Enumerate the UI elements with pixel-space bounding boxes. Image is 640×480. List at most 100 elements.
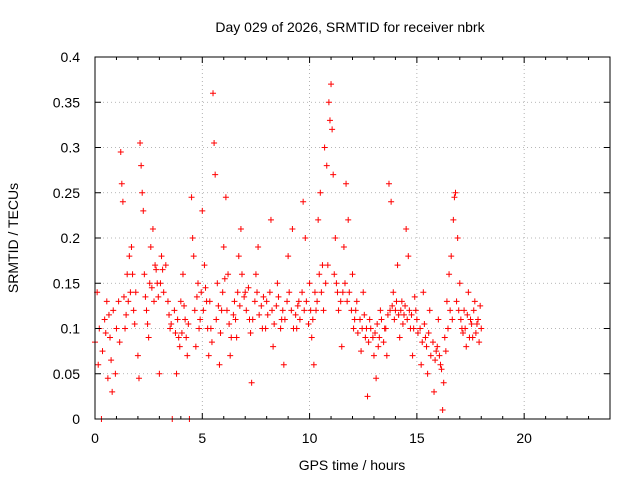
data-point: [117, 149, 124, 156]
data-point: [435, 316, 442, 323]
plot-frame: [94, 56, 611, 420]
data-point: [463, 343, 470, 350]
data-point: [107, 334, 114, 341]
data-point: [471, 298, 478, 305]
data-point: [281, 316, 288, 323]
data-point: [157, 280, 164, 287]
data-point: [333, 280, 340, 287]
data-point: [316, 271, 323, 278]
x-tick-label: 20: [516, 430, 532, 446]
data-point: [200, 307, 207, 314]
data-point: [326, 117, 333, 124]
data-point: [466, 334, 473, 341]
data-point: [408, 311, 415, 318]
data-point: [188, 194, 195, 201]
data-point: [334, 289, 341, 296]
data-point: [309, 316, 316, 323]
data-point: [292, 311, 299, 318]
data-point: [175, 334, 182, 341]
data-point: [360, 289, 367, 296]
data-point: [266, 289, 273, 296]
data-point: [446, 271, 453, 278]
data-point: [271, 320, 278, 327]
chart-title: Day 029 of 2026, SRMTID for receiver nbr…: [215, 19, 485, 35]
x-tick-label: 10: [302, 430, 318, 446]
data-point: [151, 298, 158, 305]
data-point: [388, 198, 395, 205]
data-point: [393, 298, 400, 305]
data-point: [427, 352, 434, 359]
data-point: [337, 298, 344, 305]
data-point: [183, 334, 190, 341]
data-point: [174, 316, 181, 323]
data-point: [345, 216, 352, 223]
data-point: [421, 320, 428, 327]
data-point: [155, 293, 162, 300]
data-point: [252, 271, 259, 278]
data-point: [372, 330, 379, 337]
data-point: [198, 289, 205, 296]
data-point: [221, 275, 228, 282]
data-point: [230, 311, 237, 318]
data-point: [205, 352, 212, 359]
data-point: [369, 334, 376, 341]
data-point: [146, 280, 153, 287]
data-point: [375, 343, 382, 350]
data-point: [159, 266, 166, 273]
data-point: [383, 352, 390, 359]
data-point: [168, 320, 175, 327]
data-point: [419, 339, 426, 346]
data-point: [182, 316, 189, 323]
data-point: [131, 320, 138, 327]
data-point: [403, 225, 410, 232]
data-point: [211, 139, 218, 146]
data-point: [156, 370, 163, 377]
y-tick-label: 0.35: [53, 94, 80, 110]
data-point: [453, 298, 460, 305]
data-point: [325, 99, 332, 106]
data-point: [173, 370, 180, 377]
data-point: [438, 366, 445, 373]
data-point: [126, 253, 133, 260]
y-tick-label: 0: [72, 411, 80, 427]
data-point: [134, 352, 141, 359]
data-point: [413, 316, 420, 323]
data-point: [232, 316, 239, 323]
data-point: [217, 330, 224, 337]
data-point: [104, 375, 111, 382]
data-point: [387, 307, 394, 314]
data-point: [215, 302, 222, 309]
data-point: [119, 198, 126, 205]
data-point: [226, 320, 233, 327]
data-point: [288, 307, 295, 314]
data-point: [465, 289, 472, 296]
data-point: [289, 225, 296, 232]
data-point: [361, 311, 368, 318]
data-point: [184, 352, 191, 359]
data-point: [411, 293, 418, 300]
data-point: [238, 271, 245, 278]
data-point: [354, 330, 361, 337]
data-point: [433, 348, 440, 355]
data-points: [92, 81, 485, 422]
data-point: [152, 262, 159, 269]
y-tick-label: 0.2: [61, 230, 81, 246]
data-point: [216, 361, 223, 368]
data-point: [112, 370, 119, 377]
y-tick-label: 0.25: [53, 185, 80, 201]
data-point: [300, 198, 307, 205]
data-point: [350, 325, 357, 332]
data-point: [447, 307, 454, 314]
data-point: [218, 307, 225, 314]
data-point: [248, 379, 255, 386]
data-point: [108, 357, 115, 364]
data-point: [99, 348, 106, 355]
data-point: [132, 289, 139, 296]
data-point: [406, 307, 413, 314]
data-point: [195, 280, 201, 287]
data-point: [409, 352, 416, 359]
data-point: [263, 298, 270, 305]
data-point: [414, 330, 421, 337]
data-point: [418, 361, 425, 368]
data-point: [455, 307, 462, 314]
